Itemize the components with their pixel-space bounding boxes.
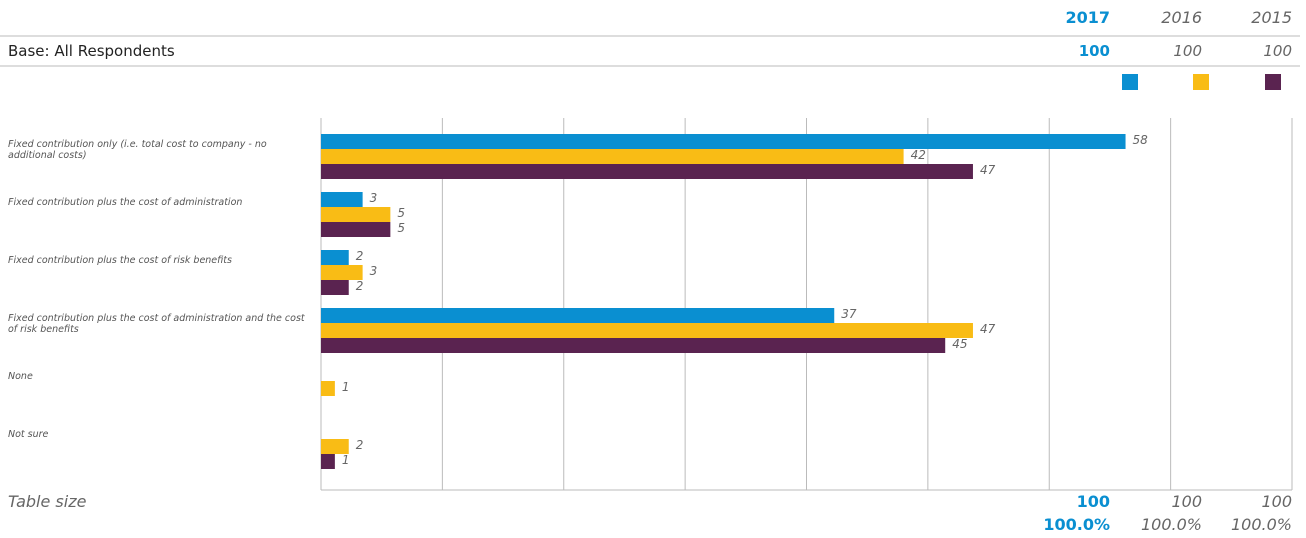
value-label: 58 [1133, 133, 1149, 147]
category-label: Not sure [8, 429, 49, 440]
category-label: Fixed contribution only (i.e. total cost… [8, 139, 267, 161]
value-label: 3 [370, 191, 378, 205]
value-label: 1 [342, 380, 350, 394]
bar [321, 265, 363, 280]
base-value: 100 [1263, 42, 1292, 60]
category-label: Fixed contribution plus the cost of risk… [8, 255, 232, 266]
category-label: None [8, 371, 33, 382]
base-label: Base: All Respondents [8, 42, 175, 60]
value-label: 5 [397, 221, 405, 235]
base-value: 100 [1078, 42, 1110, 60]
bar [321, 207, 391, 222]
bar [321, 134, 1126, 149]
table-size: 100 [1076, 492, 1110, 511]
value-label: 2 [356, 438, 364, 452]
value-label: 5 [397, 206, 405, 220]
bar [321, 280, 349, 295]
bar [321, 381, 335, 396]
value-label: 47 [980, 322, 996, 336]
bar [321, 308, 835, 323]
value-label: 2 [356, 279, 364, 293]
bar [321, 149, 904, 164]
footer-label: Table size [8, 492, 87, 511]
value-label: 42 [911, 148, 926, 162]
category-label: Fixed contribution plus the cost of admi… [8, 197, 243, 208]
bar [321, 338, 946, 353]
bar [321, 164, 973, 179]
category-label: Fixed contribution plus the cost of admi… [8, 313, 305, 335]
value-label: 37 [841, 307, 857, 321]
legend-swatch [1193, 74, 1209, 90]
legend-label: 2017 [1065, 8, 1110, 27]
legend-label: 2016 [1161, 8, 1202, 27]
table-size: 100 [1171, 492, 1202, 511]
table-percent: 100.0% [1043, 515, 1110, 534]
legend-swatch [1265, 74, 1281, 90]
bar [321, 222, 391, 237]
table-size: 100 [1261, 492, 1292, 511]
table-percent: 100.0% [1230, 515, 1292, 534]
value-label: 3 [370, 264, 378, 278]
bar [321, 192, 363, 207]
legend-label: 2015 [1251, 8, 1292, 27]
bar [321, 323, 973, 338]
value-label: 45 [952, 337, 967, 351]
table-percent: 100.0% [1140, 515, 1202, 534]
base-value: 100 [1173, 42, 1202, 60]
bar [321, 439, 349, 454]
legend-swatch [1122, 74, 1138, 90]
bar [321, 250, 349, 265]
value-label: 47 [980, 163, 996, 177]
value-label: 1 [342, 453, 350, 467]
value-label: 2 [356, 249, 364, 263]
bar [321, 454, 335, 469]
